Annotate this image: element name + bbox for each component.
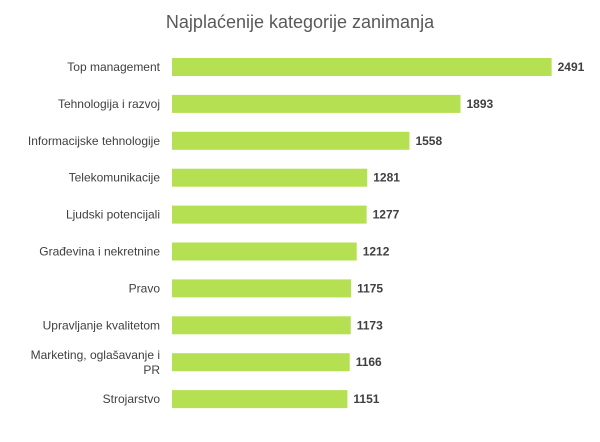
category-label: Strojarstvo bbox=[103, 392, 161, 406]
bar bbox=[172, 131, 410, 150]
bar bbox=[172, 353, 350, 372]
value-label: 1173 bbox=[357, 318, 383, 332]
category-label: Top management bbox=[67, 60, 160, 74]
bar bbox=[172, 390, 348, 409]
category-label: Pravo bbox=[129, 281, 161, 295]
value-label: 1166 bbox=[356, 355, 382, 369]
value-label: 1281 bbox=[373, 171, 400, 185]
bar bbox=[172, 316, 351, 335]
value-label: 1277 bbox=[373, 208, 400, 222]
category-label: Ljudski potencijali bbox=[66, 208, 160, 222]
value-label: 2491 bbox=[558, 60, 585, 74]
chart-title: Najplaćenije kategorije zanimanja bbox=[165, 12, 435, 32]
category-label: Marketing, oglašavanje i PR bbox=[31, 348, 161, 377]
category-label: Informacijske tehnologije bbox=[28, 134, 160, 148]
value-label: 1558 bbox=[415, 134, 442, 148]
value-label: 1175 bbox=[357, 281, 383, 295]
bar bbox=[172, 168, 368, 187]
bar bbox=[172, 279, 352, 298]
value-label: 1893 bbox=[466, 97, 493, 111]
value-label: 1151 bbox=[353, 392, 379, 406]
category-label: Telekomunikacije bbox=[69, 171, 161, 185]
category-label: Tehnologija i razvoj bbox=[58, 97, 160, 111]
category-label: Građevina i nekretnine bbox=[39, 245, 160, 259]
bar bbox=[172, 242, 357, 261]
bar bbox=[172, 94, 461, 113]
value-label: 1212 bbox=[363, 245, 390, 259]
bar bbox=[172, 58, 552, 76]
bar bbox=[172, 205, 367, 224]
category-label: Upravljanje kvalitetom bbox=[43, 318, 160, 332]
